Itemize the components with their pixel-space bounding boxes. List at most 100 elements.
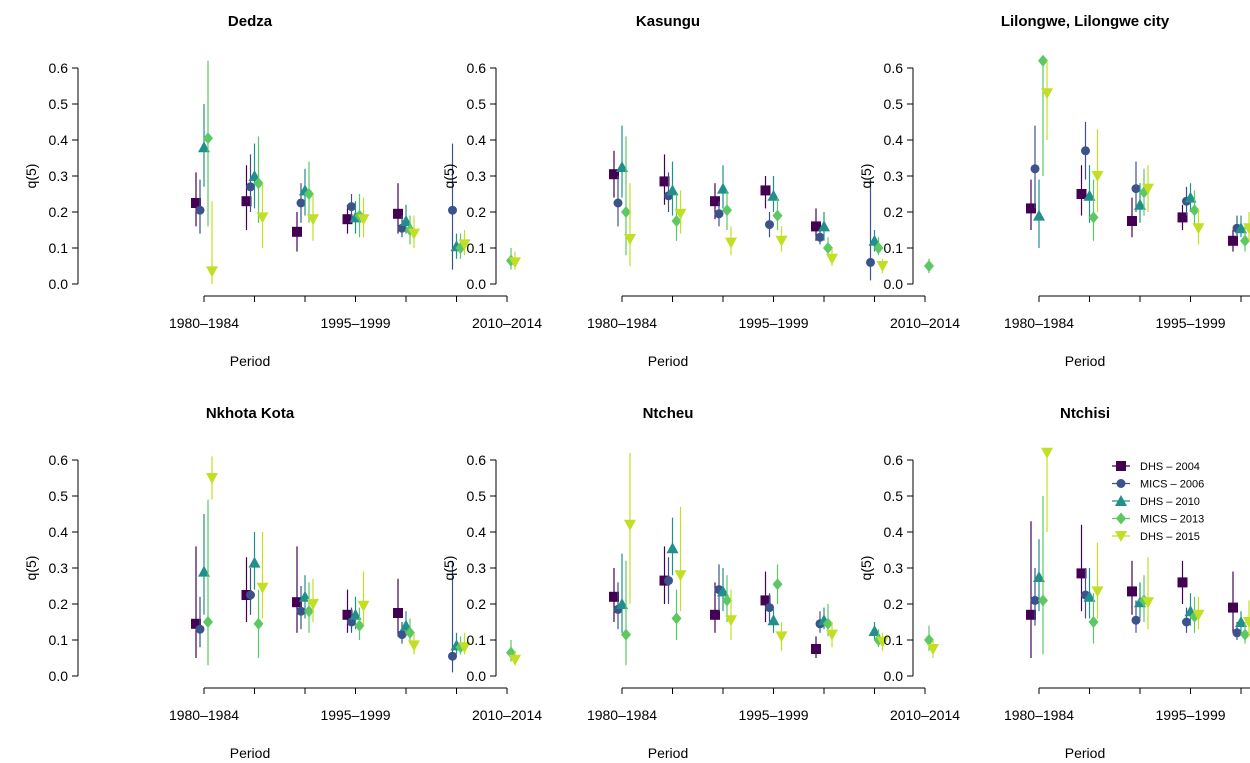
y-tick-label: 0.0 <box>49 276 69 292</box>
point-marker <box>826 629 838 641</box>
point-marker <box>772 578 783 591</box>
point-marker <box>408 640 420 652</box>
panel-kasungu: Kasungu 0.0 0.1 0.2 0.3 0.4 0.5 0.6 q(5) 1980–198… <box>441 13 960 369</box>
series-2 <box>198 514 463 655</box>
point-marker <box>760 595 771 606</box>
panel-title: Ntchisi <box>1060 405 1110 422</box>
point-marker <box>1127 586 1137 597</box>
point-marker <box>203 132 213 145</box>
point-marker <box>393 608 403 618</box>
panel-lilongwe-lilongwe-city: Lilongwe, Lilongwe city 0.0 0.1 0.2 0.3 0.4 0.… <box>858 13 1250 369</box>
point-marker <box>246 182 255 192</box>
x-tick-label: 1995–1999 <box>1155 707 1225 723</box>
point-marker <box>342 214 353 225</box>
point-marker <box>621 206 631 218</box>
series-2 <box>1033 539 1247 633</box>
point-marker <box>203 616 213 628</box>
point-marker <box>246 590 255 600</box>
point-marker <box>624 519 636 531</box>
series-1 <box>1030 568 1242 640</box>
series-1 <box>1030 122 1242 238</box>
point-marker <box>666 542 679 554</box>
point-marker <box>927 644 939 655</box>
x-tick-label: 1980–1984 <box>587 707 657 723</box>
panel-title: Lilongwe, Lilongwe city <box>1001 13 1170 30</box>
point-marker <box>868 625 881 636</box>
point-marker <box>1177 577 1188 588</box>
y-tick-label: 0.0 <box>467 276 487 292</box>
point-marker <box>1038 594 1048 607</box>
y-tick-label: 0.1 <box>467 632 487 648</box>
series-4 <box>1041 60 1250 245</box>
y-tick-label: 0.1 <box>49 240 69 256</box>
point-marker <box>722 594 732 607</box>
y-axis-label: q(5) <box>23 556 39 581</box>
point-marker <box>1192 609 1205 621</box>
point-marker <box>349 608 362 620</box>
point-marker <box>765 603 774 613</box>
y-tick-label: 0.6 <box>884 60 904 76</box>
point-marker <box>191 618 201 629</box>
point-marker <box>823 242 833 254</box>
x-tick-label: 1995–1999 <box>738 315 808 331</box>
y-tick-label: 0.3 <box>49 560 69 576</box>
point-marker <box>448 205 457 215</box>
point-marker <box>659 176 670 187</box>
point-marker <box>823 617 833 630</box>
legend-label: MICS – 2013 <box>1140 514 1204 526</box>
y-tick-label: 0.6 <box>884 452 904 468</box>
point-marker <box>1142 597 1154 609</box>
y-tick-label: 0.2 <box>467 204 487 220</box>
point-marker <box>509 654 521 666</box>
point-marker <box>873 242 884 254</box>
point-marker <box>775 235 788 247</box>
point-marker <box>624 234 636 245</box>
point-marker <box>924 260 934 272</box>
x-tick-label: 1980–1984 <box>1004 707 1074 723</box>
point-marker <box>1088 211 1099 224</box>
point-marker <box>248 556 261 568</box>
point-marker <box>206 473 218 484</box>
point-marker <box>1228 235 1238 246</box>
y-tick-label: 0.3 <box>49 168 69 184</box>
x-tick-label: 1980–1984 <box>587 315 657 331</box>
x-axis-label: Period <box>648 353 688 369</box>
series-2 <box>616 517 881 640</box>
point-marker <box>1235 222 1247 234</box>
legend-label: DHS – 2010 <box>1140 496 1200 508</box>
series-0 <box>609 150 821 241</box>
point-marker <box>1116 461 1126 471</box>
point-marker <box>1083 590 1096 602</box>
point-marker <box>767 189 780 201</box>
series-4 <box>206 456 521 666</box>
point-marker <box>811 221 821 232</box>
point-marker <box>866 257 875 267</box>
point-marker <box>671 215 682 227</box>
point-marker <box>256 212 269 224</box>
point-marker <box>1142 183 1154 195</box>
point-marker <box>1033 209 1045 221</box>
point-marker <box>1091 586 1104 598</box>
y-tick-label: 0.5 <box>884 96 904 112</box>
legend-label: DHS – 2015 <box>1140 531 1200 543</box>
x-axis-label: Period <box>1065 745 1105 761</box>
point-marker <box>1081 146 1090 156</box>
point-marker <box>408 228 420 240</box>
y-tick-label: 0.4 <box>884 524 904 540</box>
x-tick-label: 1980–1984 <box>169 315 239 331</box>
y-tick-label: 0.2 <box>467 596 487 612</box>
point-marker <box>1030 164 1040 174</box>
point-marker <box>1243 223 1250 235</box>
point-marker <box>710 196 720 207</box>
point-marker <box>1116 512 1126 525</box>
series-0 <box>1026 165 1238 252</box>
point-marker <box>722 204 732 217</box>
y-tick-label: 0.5 <box>884 488 904 504</box>
point-marker <box>397 630 407 640</box>
point-marker <box>1115 531 1127 542</box>
x-axis-label: Period <box>648 745 688 761</box>
y-tick-label: 0.4 <box>467 132 487 148</box>
point-marker <box>671 612 682 625</box>
point-marker <box>765 220 774 230</box>
